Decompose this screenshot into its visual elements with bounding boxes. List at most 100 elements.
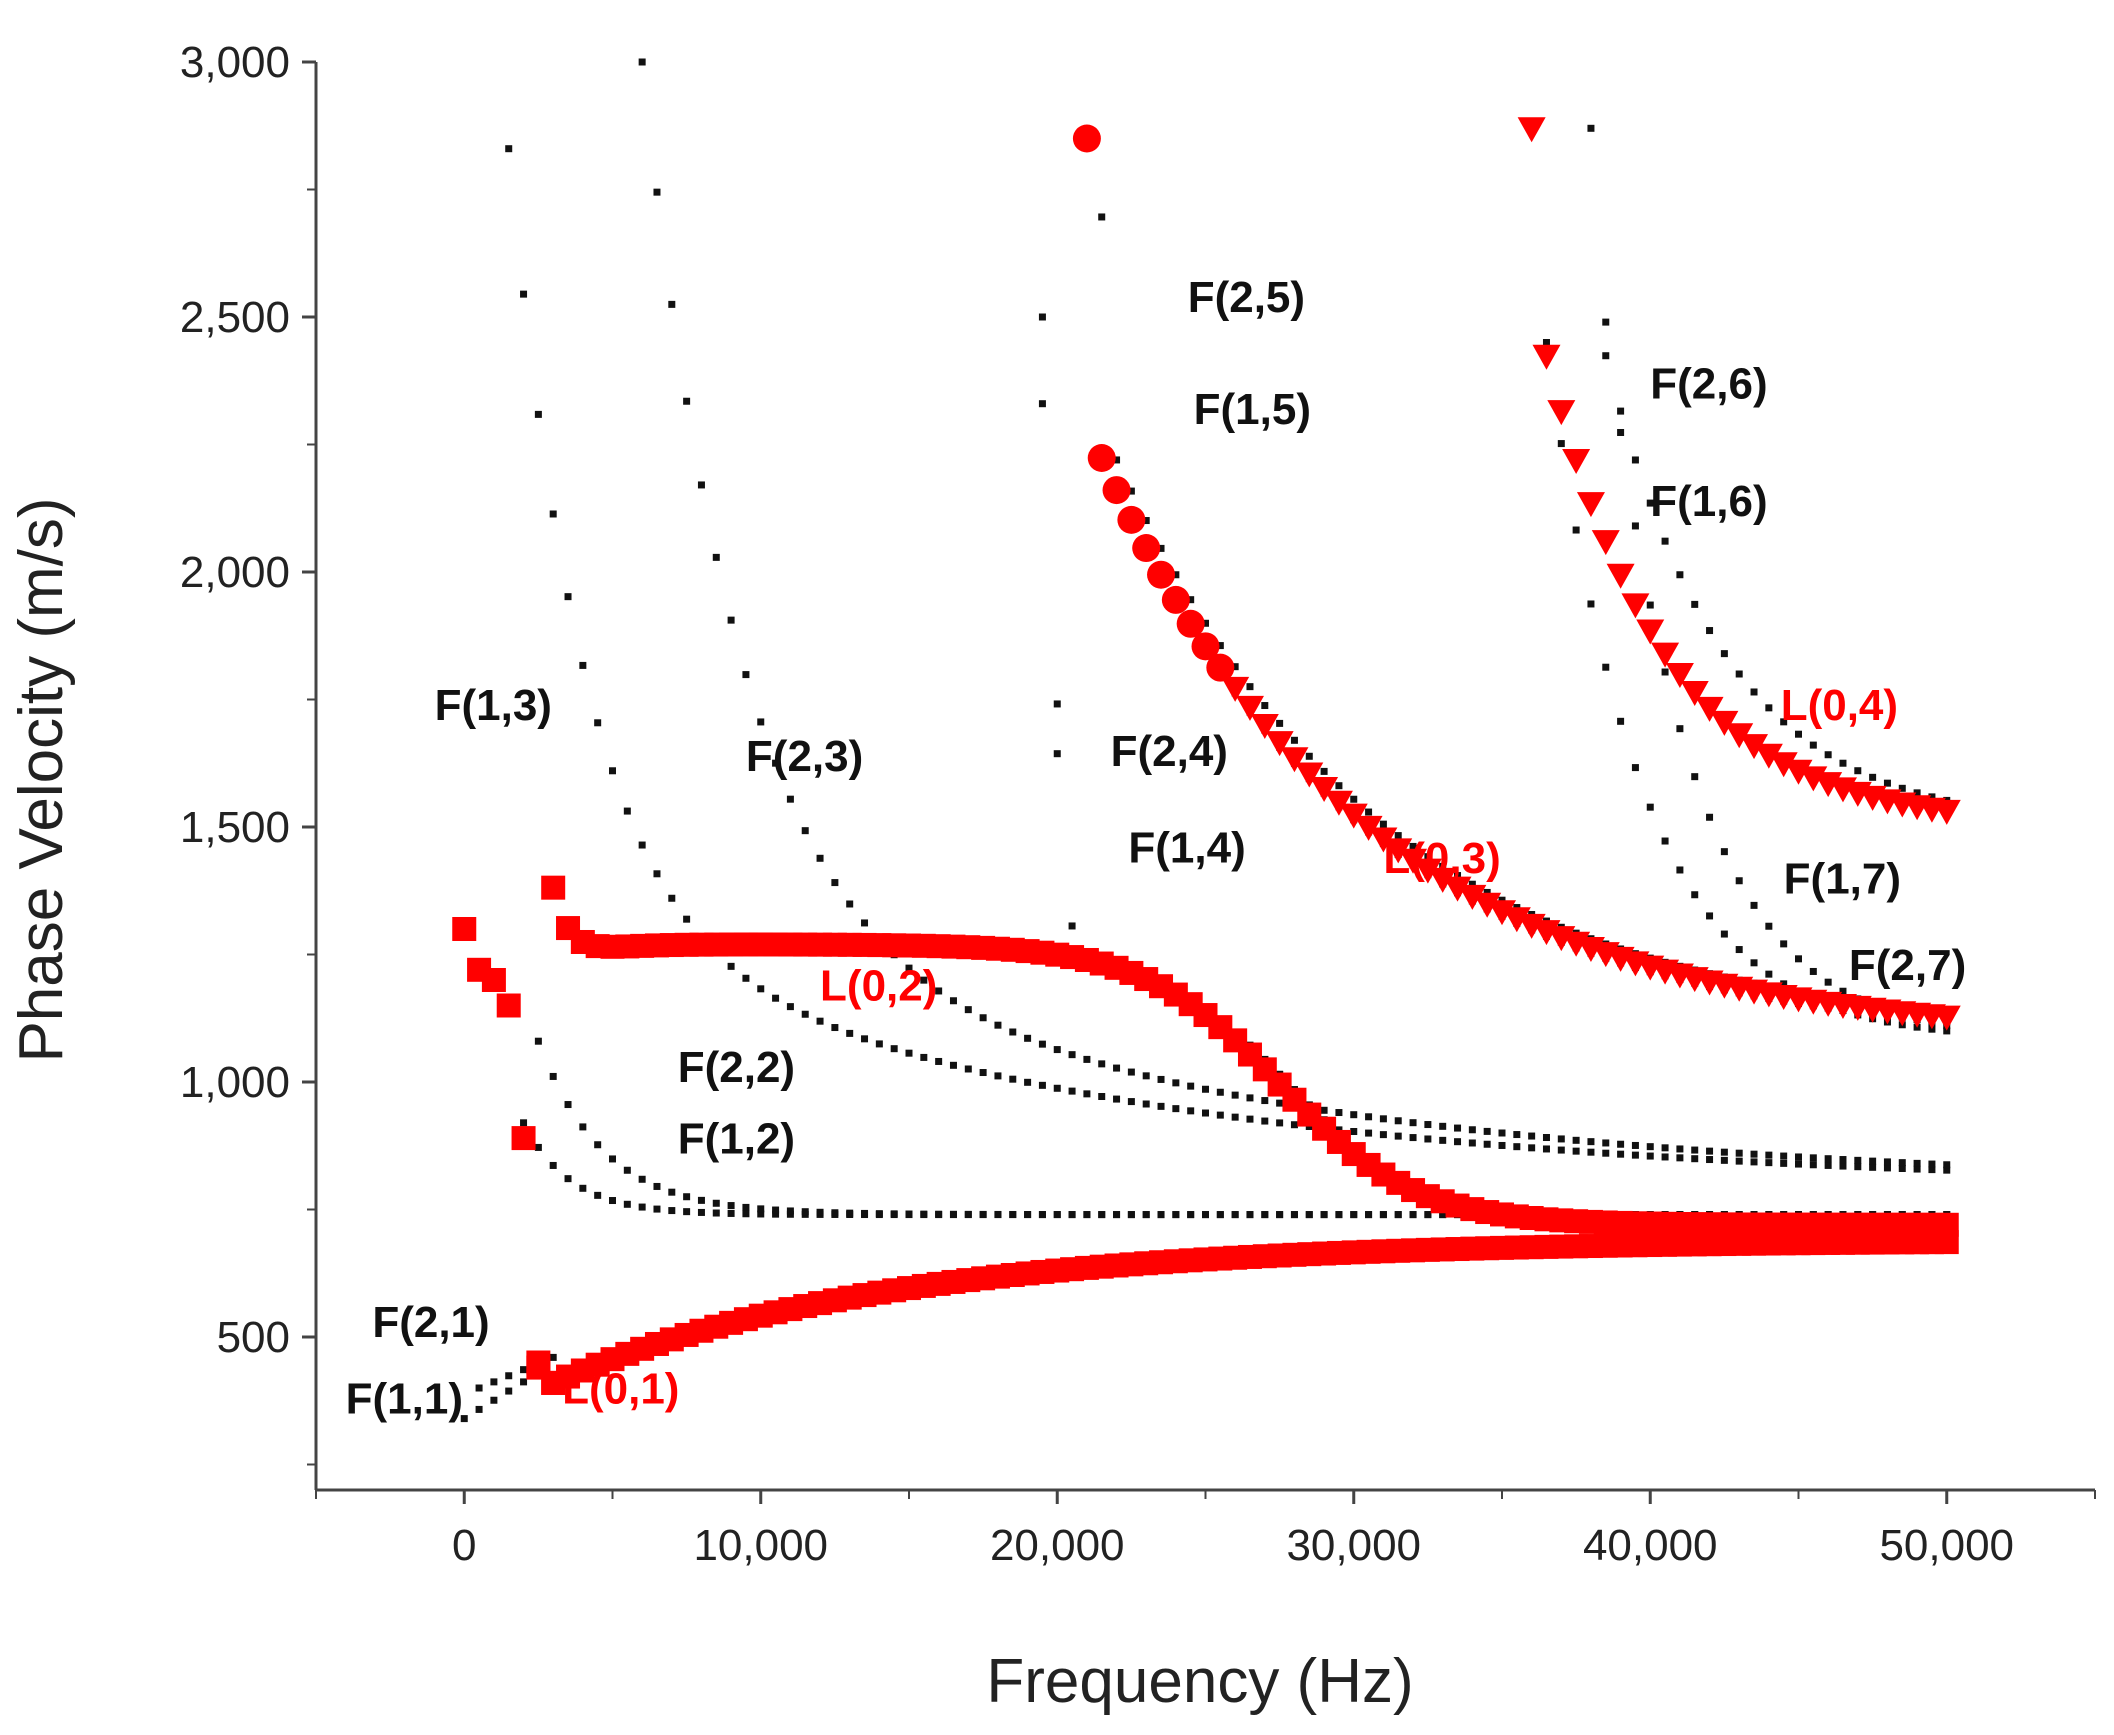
flexural-point <box>638 1203 646 1211</box>
flexural-point <box>623 807 631 815</box>
flexural-point <box>1379 1115 1387 1123</box>
mode-label: F(2,7) <box>1849 941 1966 990</box>
flexural-point <box>712 1209 720 1217</box>
flexural-point <box>1157 1211 1165 1219</box>
longitudinal-extra-point <box>541 1370 566 1395</box>
flexural-point <box>1706 912 1714 920</box>
l04-point <box>1740 734 1769 760</box>
l03-point <box>1488 900 1516 926</box>
flexural-point <box>1602 1139 1610 1147</box>
flexural-point <box>1765 1151 1773 1159</box>
flexural-point <box>757 1205 765 1213</box>
flexural-point <box>1009 1028 1017 1036</box>
l03-point <box>1235 695 1264 721</box>
x-tick-label: 40,000 <box>1583 1521 1718 1570</box>
flexural-point <box>1498 1129 1506 1137</box>
flexural-point <box>1290 736 1298 744</box>
flexural-point <box>1454 1138 1462 1146</box>
flexural-point <box>1127 1068 1135 1076</box>
flexural-point <box>1468 1139 1476 1147</box>
flexural-point <box>1928 793 1936 801</box>
flexural-point <box>490 1378 498 1386</box>
l03-point <box>1458 884 1487 910</box>
mode-label: F(1,7) <box>1784 854 1901 903</box>
flexural-point <box>1216 1088 1224 1096</box>
flexural-point <box>1439 1211 1447 1219</box>
flexural-point <box>1468 880 1476 888</box>
flexural-point <box>772 759 780 767</box>
flexural-point <box>1261 1211 1269 1219</box>
flexural-point <box>1498 896 1506 904</box>
flexural-point <box>727 1209 735 1217</box>
mode-label: F(2,4) <box>1111 727 1228 776</box>
flexural-point <box>1691 891 1699 899</box>
flexural-point <box>1824 1155 1832 1163</box>
flexural-point <box>875 1210 883 1218</box>
x-tick-label: 10,000 <box>693 1521 828 1570</box>
flexural-point <box>1068 922 1076 930</box>
flexural-point <box>964 1006 972 1014</box>
flexural-point <box>1276 1119 1284 1127</box>
l03-point <box>1265 731 1294 757</box>
l03-point <box>1384 838 1413 864</box>
longitudinal-extra-point <box>452 917 477 941</box>
flexural-point <box>564 1175 572 1183</box>
flexural-point <box>1231 1211 1239 1219</box>
l03-point <box>1102 476 1131 505</box>
flexural-point <box>1068 1087 1076 1095</box>
flexural-point <box>1542 1145 1550 1153</box>
flexural-point <box>1661 837 1669 845</box>
flexural-point <box>727 616 735 624</box>
flexural-point <box>935 1057 943 1065</box>
flexural-point <box>549 1072 557 1080</box>
flexural-point <box>846 1029 854 1037</box>
l03-point <box>1324 790 1353 816</box>
flexural-point <box>1468 1126 1476 1134</box>
flexural-point <box>1691 773 1699 781</box>
flexural-point <box>1617 407 1625 415</box>
x-tick-label: 20,000 <box>990 1521 1125 1570</box>
l03-point <box>1221 676 1250 702</box>
flexural-point <box>1409 842 1417 850</box>
flexural-point <box>816 854 824 862</box>
flexural-point <box>727 1202 735 1210</box>
flexural-point <box>1913 1159 1921 1167</box>
flexural-point <box>831 879 839 887</box>
flexural-point <box>1113 1095 1121 1103</box>
flexural-point <box>1528 1144 1536 1152</box>
mode-label: L(0,1) <box>562 1364 679 1413</box>
flexural-point <box>1498 1141 1506 1149</box>
mode-label: F(1,3) <box>435 681 552 730</box>
flexural-point <box>1780 718 1788 726</box>
flexural-point <box>697 1208 705 1216</box>
flexural-point <box>668 1207 676 1215</box>
l02-point <box>1934 1212 1959 1237</box>
y-tick-label: 500 <box>217 1313 290 1362</box>
flexural-point <box>579 1184 587 1192</box>
l03-point <box>1399 848 1428 874</box>
flexural-point <box>683 1208 691 1216</box>
longitudinal-extra-point <box>526 1350 551 1375</box>
flexural-point <box>786 1003 794 1011</box>
flexural-point <box>1409 1119 1417 1127</box>
flexural-point <box>742 1203 750 1211</box>
flexural-point <box>1187 1107 1195 1115</box>
flexural-point <box>1631 456 1639 464</box>
flexural-point <box>653 1182 661 1190</box>
flexural-point <box>1898 1164 1906 1172</box>
flexural-point <box>1883 779 1891 787</box>
mode-label: L(0,4) <box>1781 681 1898 730</box>
flexural-point <box>1305 752 1313 760</box>
flexural-point <box>1276 1211 1284 1219</box>
flexural-point <box>1720 1156 1728 1164</box>
flexural-point <box>1231 1091 1239 1099</box>
flexural-point <box>1735 946 1743 954</box>
flexural-point <box>638 58 646 66</box>
flexural-point <box>1335 1126 1343 1134</box>
flexural-point <box>1202 1211 1209 1219</box>
flexural-point <box>1735 670 1743 678</box>
flexural-point <box>920 1210 928 1218</box>
flexural-point <box>1795 1160 1802 1168</box>
